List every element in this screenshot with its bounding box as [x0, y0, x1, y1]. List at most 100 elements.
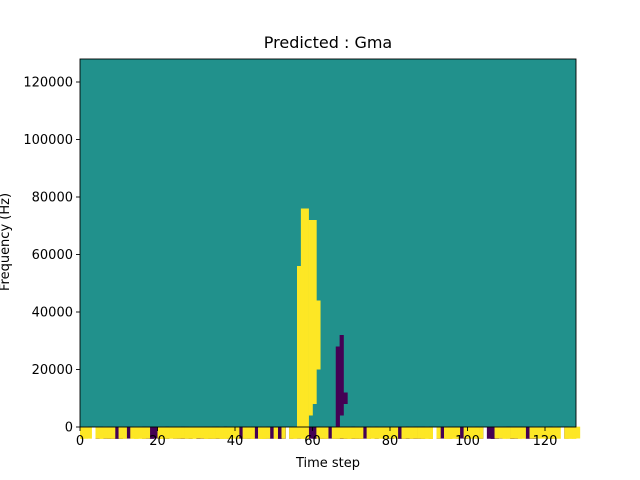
heatmap-cell-high — [258, 426, 263, 439]
heatmap-cell-high — [335, 426, 340, 439]
heatmap-cell-high — [537, 426, 542, 439]
heatmap-background — [80, 59, 576, 427]
heatmap-cell-high — [118, 426, 123, 439]
heatmap-cell-high — [382, 426, 387, 439]
heatmap-cell-low — [277, 426, 282, 439]
heatmap-cell-high — [281, 426, 286, 439]
heatmap-cell-high — [355, 426, 360, 439]
heatmap-cell-high — [188, 426, 193, 439]
heatmap-cell-high — [521, 426, 526, 439]
heatmap-cell-high — [390, 426, 395, 439]
heatmap-cell-high — [192, 426, 197, 439]
heatmap-cell-high — [200, 426, 205, 439]
heatmap-cell-high — [80, 426, 85, 439]
heatmap-cell-high — [463, 426, 468, 439]
heatmap-cell-high — [196, 426, 201, 439]
heatmap-cell-high — [467, 426, 472, 439]
y-tick-label: 60000 — [32, 248, 73, 263]
heatmap-cell-high — [498, 426, 503, 439]
heatmap-cell-high — [444, 426, 449, 439]
heatmap-cell-low — [269, 426, 275, 439]
heatmap-band-low — [343, 392, 348, 404]
heatmap-band-high — [308, 220, 313, 416]
heatmap-cell-high — [374, 426, 379, 439]
heatmap-cell-high — [111, 426, 116, 439]
heatmap-cell-high — [568, 426, 573, 439]
heatmap-cell-high — [219, 426, 224, 439]
heatmap-cell-high — [479, 426, 484, 439]
heatmap-cell-high — [273, 426, 278, 439]
heatmap-cell-high — [545, 426, 550, 439]
heatmap-cell-high — [300, 426, 306, 439]
heatmap-cell-high — [145, 426, 151, 439]
heatmap-cell-high — [173, 426, 178, 439]
heatmap-cell-high — [436, 426, 441, 439]
heatmap-band-low — [339, 335, 344, 416]
heatmap-cell-low — [459, 426, 464, 439]
heatmap-cell-high — [246, 426, 251, 439]
heatmap-cell-high — [83, 426, 89, 439]
heatmap-cell-high — [95, 426, 100, 439]
x-axis: 0 20 40 60 80 100 120 — [76, 427, 558, 449]
heatmap-cell-high — [409, 426, 414, 439]
heatmap-cell-low — [149, 426, 154, 439]
heatmap-cell-high — [359, 426, 364, 439]
heatmap-cell-high — [339, 426, 344, 439]
heatmap-cell-high — [366, 426, 371, 439]
heatmap-band-high — [304, 208, 309, 427]
y-axis-title: Frequency (Hz) — [0, 193, 13, 291]
plot-area — [79, 58, 581, 439]
heatmap-cell-high — [533, 426, 538, 439]
x-tick-label: 120 — [533, 434, 558, 449]
heatmap-cell-high — [204, 426, 209, 439]
heatmap-cell-low — [397, 426, 402, 439]
heatmap-cell-high — [471, 426, 476, 439]
heatmap-band-high — [316, 300, 321, 370]
heatmap-cell-high — [297, 426, 302, 439]
y-tick-label: 0 — [65, 421, 73, 436]
x-tick-label: 60 — [304, 434, 321, 449]
heatmap-cell-high — [514, 426, 519, 439]
heatmap-cell-high — [184, 426, 189, 439]
heatmap-cell-high — [227, 426, 232, 439]
heatmap-cell-high — [130, 426, 135, 439]
heatmap-cell-low — [440, 426, 445, 439]
heatmap-cell-high — [207, 426, 213, 439]
heatmap-cell-high — [417, 426, 422, 439]
heatmap-cell-high — [304, 426, 309, 439]
heatmap-cell-high — [517, 426, 523, 439]
heatmap-cell-high — [250, 426, 255, 439]
x-axis-title: Time step — [295, 456, 360, 471]
heatmap-cell-high — [494, 426, 499, 439]
x-tick-label: 20 — [149, 434, 166, 449]
heatmap-cell-low — [238, 426, 244, 439]
heatmap-cell-high — [351, 426, 356, 439]
x-tick-label: 80 — [382, 434, 399, 449]
chart-title: Predicted : Gma — [264, 33, 392, 52]
plot-frame — [79, 58, 577, 428]
heatmap-cell-high — [378, 426, 383, 439]
heatmap-cell-low — [126, 426, 131, 439]
heatmap-cell-high — [320, 426, 325, 439]
heatmap-band-high — [297, 266, 302, 427]
heatmap-cell-high — [266, 426, 271, 439]
heatmap-cell-high — [289, 426, 294, 439]
heatmap-cell-low — [328, 426, 333, 439]
y-tick-label: 40000 — [32, 306, 73, 321]
heatmap-cell-high — [502, 426, 507, 439]
heatmap-cell-high — [107, 426, 112, 439]
heatmap-cell-low — [308, 426, 313, 439]
heatmap-cell-high — [343, 426, 348, 439]
heatmap-band-high — [300, 208, 306, 427]
x-tick-label: 0 — [76, 434, 84, 449]
heatmap-cell-high — [510, 426, 515, 439]
heatmap-cell-high — [455, 426, 461, 439]
heatmap-cell-high — [231, 426, 236, 439]
heatmap-cell-high — [169, 426, 174, 439]
y-tick-label: 80000 — [32, 191, 73, 206]
heatmap-cell-high — [242, 426, 247, 439]
heatmap-band-low — [335, 346, 340, 427]
heatmap-cell-high — [424, 426, 430, 439]
heatmap-cell-high — [134, 426, 139, 439]
